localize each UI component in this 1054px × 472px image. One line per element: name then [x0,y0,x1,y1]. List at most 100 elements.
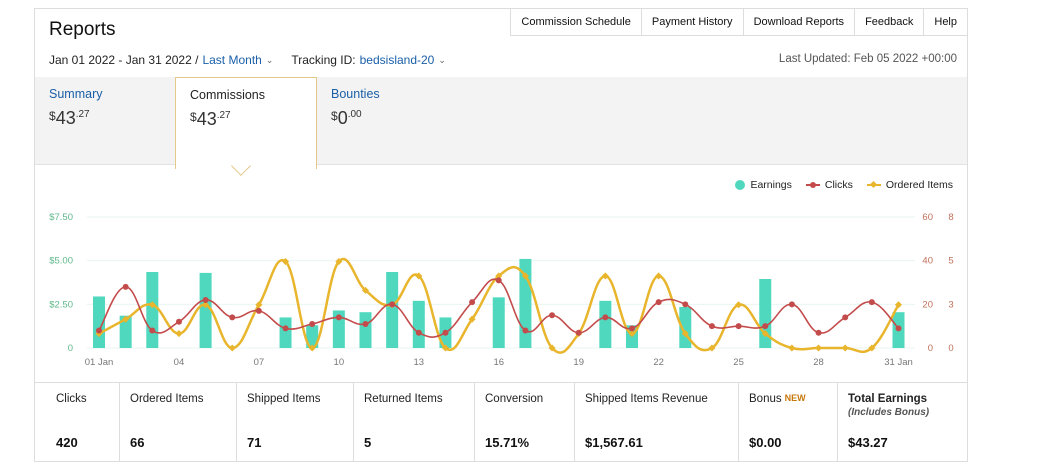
ordered-items-point [122,315,130,323]
earnings-bar [412,300,425,348]
ordered-items-point [655,272,663,280]
report-tabs: Summary $43.27 Commissions $43.27 Bounti… [35,77,967,169]
ordered-items-point [495,272,503,280]
ordered-items-point [361,286,370,294]
ordered-items-point [788,344,796,352]
clicks-point [175,318,182,325]
tab-amount: $0.00 [331,108,362,128]
clicks-point [415,329,422,336]
stat-bonus: Bonus NEW $0.00 [738,383,837,462]
x-tick: 04 [174,357,185,368]
x-tick: 13 [414,357,425,368]
tracking-id-label: Tracking ID: [291,53,356,67]
ordered-items-point [468,315,476,323]
clicks-point [762,323,769,330]
tab-commissions[interactable]: Commissions $43.27 [175,77,317,169]
stat-total-earnings: Total Earnings (Includes Bonus) $43.27 [837,383,967,462]
ordered-items-point [335,258,343,266]
clicks-point [149,327,156,334]
help-link[interactable]: Help [923,9,967,35]
y-tick-clicks: 60 [922,212,933,223]
y-tick-items: 3 [948,299,953,310]
clicks-point [602,314,609,321]
clicks-point [708,323,715,330]
clicks-point [442,329,449,336]
y-tick-left: $2.50 [49,299,73,310]
clicks-point [389,301,396,308]
tab-amount: $43.27 [49,108,90,128]
payment-history-link[interactable]: Payment History [640,9,743,35]
tab-label: Summary [49,87,103,101]
chevron-down-icon[interactable]: ⌄ [265,54,274,65]
tab-bounties[interactable]: Bounties $0.00 [317,77,457,165]
ordered-items-point [868,344,876,352]
ordered-items-point [761,330,769,338]
stat-ordered-items: Ordered Items 66 [119,383,236,462]
legend-ordered-items[interactable]: Ordered Items [866,179,953,191]
ordered-items-point [894,301,903,309]
ordered-items-point [202,301,210,309]
top-nav: Commission Schedule Payment History Down… [510,8,968,36]
chart-svg: 0 0 0 $2.50 20 3 $5.00 40 5 $7.50 60 8 01 Jan 04 07 10 1… [49,212,953,368]
clicks-point [842,314,849,321]
ordered-items-point [548,344,556,352]
stats-row: Clicks 420 Ordered Items 66 Shipped Item… [35,382,967,462]
y-tick-left: $5.00 [49,256,73,267]
tracking-id-dropdown[interactable]: bedsisland-20 [359,53,435,67]
clicks-point [895,325,902,332]
y-tick-clicks: 20 [922,299,933,310]
legend-earnings[interactable]: Earnings [735,179,792,191]
earnings-bar [386,272,399,348]
report-filters: Jan 01 2022 - Jan 31 2022 / Last Month ⌄… [49,53,446,67]
feedback-link[interactable]: Feedback [854,9,923,35]
stat-clicks: Clicks 420 [56,393,87,450]
ordered-items-point [175,330,183,338]
page-title: Reports [49,19,116,40]
clicks-point [549,312,556,319]
x-tick: 25 [733,357,744,368]
x-tick: 22 [653,357,664,368]
x-tick: 19 [573,357,584,368]
tab-label: Commissions [190,88,266,102]
earnings-bar [306,325,319,348]
clicks-point [575,329,582,336]
y-tick-left: 0 [68,343,73,354]
y-tick-left: $7.50 [49,212,73,223]
earnings-bar [93,296,105,348]
y-tick-clicks: 0 [928,343,933,354]
earnings-bar [199,272,212,348]
clicks-point [96,327,102,334]
x-tick: 07 [254,357,265,368]
clicks-point [495,277,502,284]
ordered-items-point [841,344,849,352]
ordered-items-swatch [866,184,881,186]
x-tick: 16 [493,357,504,368]
earnings-bar [359,312,372,348]
ordered-items-point [708,344,716,352]
tab-summary[interactable]: Summary $43.27 [35,77,175,165]
chevron-down-icon[interactable]: ⌄ [438,54,446,65]
ordered-items-point [601,272,609,280]
ordered-items-point [228,344,236,352]
stat-shipped-items: Shipped Items 71 [236,383,353,462]
ordered-items-point [148,301,156,309]
download-reports-link[interactable]: Download Reports [742,9,855,35]
clicks-point [629,325,635,332]
earnings-bar [119,315,132,348]
clicks-point [362,320,369,327]
earnings-chart: 0 0 0 $2.50 20 3 $5.00 40 5 $7.50 60 8 01 Jan 04 07 10 1… [35,169,967,381]
clicks-point [868,299,875,306]
earnings-swatch [735,180,746,190]
commission-schedule-link[interactable]: Commission Schedule [521,16,631,28]
clicks-point [469,299,476,306]
tab-amount: $43.27 [190,109,231,129]
earnings-bar [279,317,292,348]
period-dropdown[interactable]: Last Month [202,53,262,67]
legend-clicks[interactable]: Clicks [805,179,853,191]
ordered-items-point [441,344,449,352]
clicks-point [122,283,129,290]
clicks-point [788,301,795,308]
y-tick-items: 5 [948,256,953,267]
clicks-point [682,301,689,308]
y-tick-items: 8 [948,212,953,223]
